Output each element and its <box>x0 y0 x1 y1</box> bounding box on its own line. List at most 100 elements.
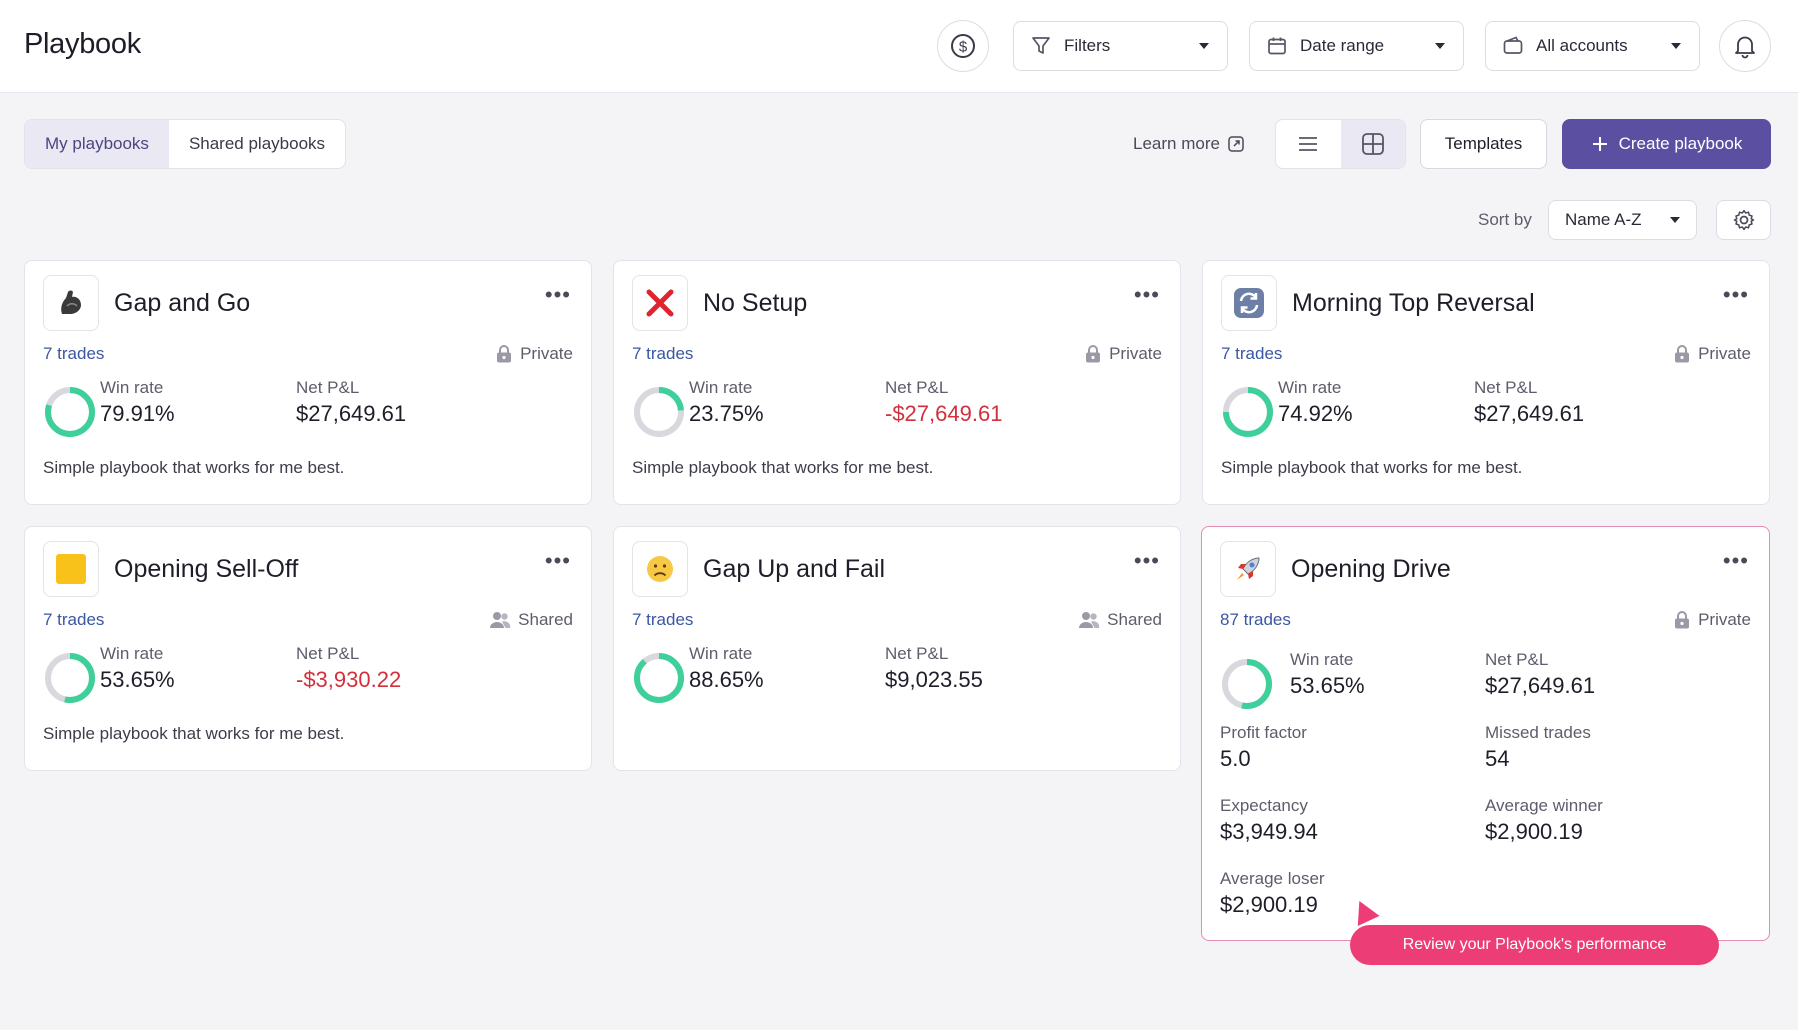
lock-icon <box>497 345 512 363</box>
win-rate-value: 79.91% <box>100 401 175 426</box>
more-options-icon[interactable]: ••• <box>1133 282 1160 307</box>
accounts-label: All accounts <box>1536 36 1628 55</box>
grid-icon <box>1361 133 1384 155</box>
net-pnl-label: Net P&L <box>885 378 949 397</box>
playbook-card-gap-and-go[interactable]: Gap and Go ••• 7 trades Private Win rate… <box>24 260 592 505</box>
trades-count-link[interactable]: 7 trades <box>632 344 694 363</box>
flexed-biceps-icon <box>43 275 99 331</box>
privacy-status: Shared <box>1078 610 1162 630</box>
trades-count-link[interactable]: 7 trades <box>43 344 105 363</box>
list-view-button[interactable] <box>1276 120 1341 168</box>
svg-text:$: $ <box>959 39 968 56</box>
privacy-label: Private <box>1698 344 1751 363</box>
win-rate-value: 23.75% <box>689 401 764 426</box>
net-pnl-value: -$27,649.61 <box>885 401 1003 426</box>
playbook-card-opening-drive[interactable]: Opening Drive ••• 87 trades Private Win … <box>1201 526 1770 941</box>
rocket-icon <box>1220 541 1276 597</box>
card-description: Simple playbook that works for me best. <box>43 458 345 477</box>
list-lines-icon <box>1299 137 1318 151</box>
plus-icon <box>1592 137 1607 151</box>
accounts-dropdown[interactable]: All accounts <box>1485 21 1700 71</box>
net-pnl-value: $27,649.61 <box>1474 401 1585 426</box>
win-rate-label: Win rate <box>689 378 753 397</box>
filters-dropdown[interactable]: Filters <box>1013 21 1228 71</box>
playbook-card-opening-sell-off[interactable]: Opening Sell-Off ••• 7 trades Shared Win… <box>24 526 592 771</box>
privacy-status: Private <box>495 344 573 364</box>
average-loser-label: Average loser <box>1220 869 1325 888</box>
net-pnl-label: Net P&L <box>296 644 360 663</box>
playbook-card-no-setup[interactable]: No Setup ••• 7 trades Private Win rate 2… <box>613 260 1181 505</box>
win-rate-ring <box>634 653 684 703</box>
lock-icon <box>1675 345 1690 363</box>
templates-button[interactable]: Templates <box>1420 119 1547 169</box>
view-toggle <box>1275 119 1406 169</box>
average-winner-value: $2,900.19 <box>1485 819 1583 844</box>
performance-tooltip[interactable]: Review your Playbook's performance <box>1350 925 1719 965</box>
date-range-dropdown[interactable]: Date range <box>1249 21 1464 71</box>
tab-my-playbooks[interactable]: My playbooks <box>25 120 169 168</box>
win-rate-label: Win rate <box>1290 650 1354 669</box>
card-title: No Setup <box>703 289 808 317</box>
filter-funnel-icon <box>1030 35 1052 57</box>
chevron-down-icon <box>1435 43 1445 49</box>
more-options-icon[interactable]: ••• <box>1722 282 1749 307</box>
sort-dropdown[interactable]: Name A-Z <box>1548 200 1697 240</box>
win-rate-value: 88.65% <box>689 667 764 692</box>
average-loser-value: $2,900.19 <box>1220 892 1318 917</box>
create-playbook-button[interactable]: Create playbook <box>1562 119 1771 169</box>
average-winner-label: Average winner <box>1485 796 1603 815</box>
more-options-icon[interactable]: ••• <box>1133 548 1160 573</box>
expectancy-value: $3,949.94 <box>1220 819 1318 844</box>
notifications-button[interactable] <box>1719 20 1771 72</box>
card-description: Simple playbook that works for me best. <box>632 458 934 477</box>
sort-value: Name A-Z <box>1565 210 1642 229</box>
top-bar: Playbook $ Filters Date range All accoun… <box>0 0 1798 93</box>
playbook-tabs: My playbooks Shared playbooks <box>24 119 347 169</box>
bell-icon <box>1735 36 1755 59</box>
profit-factor-label: Profit factor <box>1220 723 1307 742</box>
win-rate-value: 53.65% <box>100 667 175 692</box>
net-pnl-value: $27,649.61 <box>296 401 407 426</box>
card-title: Opening Sell-Off <box>114 555 299 583</box>
wallet-icon <box>1502 35 1524 57</box>
win-rate-ring <box>1222 659 1272 709</box>
privacy-status: Private <box>1673 344 1751 364</box>
win-rate-label: Win rate <box>100 378 164 397</box>
win-rate-value: 74.92% <box>1278 401 1353 426</box>
card-title: Opening Drive <box>1291 555 1451 583</box>
dollar-circle-icon: $ <box>951 34 975 58</box>
privacy-label: Private <box>1698 610 1751 629</box>
privacy-status: Shared <box>489 610 573 630</box>
users-icon <box>1079 612 1100 628</box>
net-pnl-label: Net P&L <box>885 644 949 663</box>
net-pnl-value: $9,023.55 <box>885 667 983 692</box>
lock-icon <box>1675 611 1690 629</box>
frowning-face-icon <box>632 541 688 597</box>
playbook-card-morning-top-reversal[interactable]: Morning Top Reversal ••• 7 trades Privat… <box>1202 260 1770 505</box>
filters-label: Filters <box>1064 36 1111 55</box>
sort-by-label: Sort by <box>1478 210 1532 229</box>
net-pnl-label: Net P&L <box>1474 378 1538 397</box>
playbook-card-gap-up-and-fail[interactable]: Gap Up and Fail ••• 7 trades Shared Win … <box>613 526 1181 771</box>
trades-count-link[interactable]: 87 trades <box>1220 610 1291 629</box>
more-options-icon[interactable]: ••• <box>544 548 571 573</box>
tab-shared-playbooks[interactable]: Shared playbooks <box>188 134 326 153</box>
trades-count-link[interactable]: 7 trades <box>43 610 105 629</box>
trades-count-link[interactable]: 7 trades <box>632 610 694 629</box>
external-link-icon <box>1228 136 1244 152</box>
win-rate-ring <box>1223 387 1273 437</box>
grid-view-button[interactable] <box>1340 120 1405 168</box>
settings-button[interactable] <box>1716 200 1771 240</box>
learn-more-link[interactable]: Learn more <box>1133 134 1245 154</box>
trades-count-link[interactable]: 7 trades <box>1221 344 1283 363</box>
chevron-down-icon <box>1670 217 1680 223</box>
chevron-down-icon <box>1199 43 1209 49</box>
card-title: Gap Up and Fail <box>703 555 886 583</box>
reversal-arrows-icon <box>1221 275 1277 331</box>
net-pnl-label: Net P&L <box>1485 650 1549 669</box>
net-pnl-label: Net P&L <box>296 378 360 397</box>
more-options-icon[interactable]: ••• <box>1722 548 1749 573</box>
currency-button[interactable]: $ <box>937 20 989 72</box>
more-options-icon[interactable]: ••• <box>544 282 571 307</box>
privacy-label: Private <box>1109 344 1162 363</box>
